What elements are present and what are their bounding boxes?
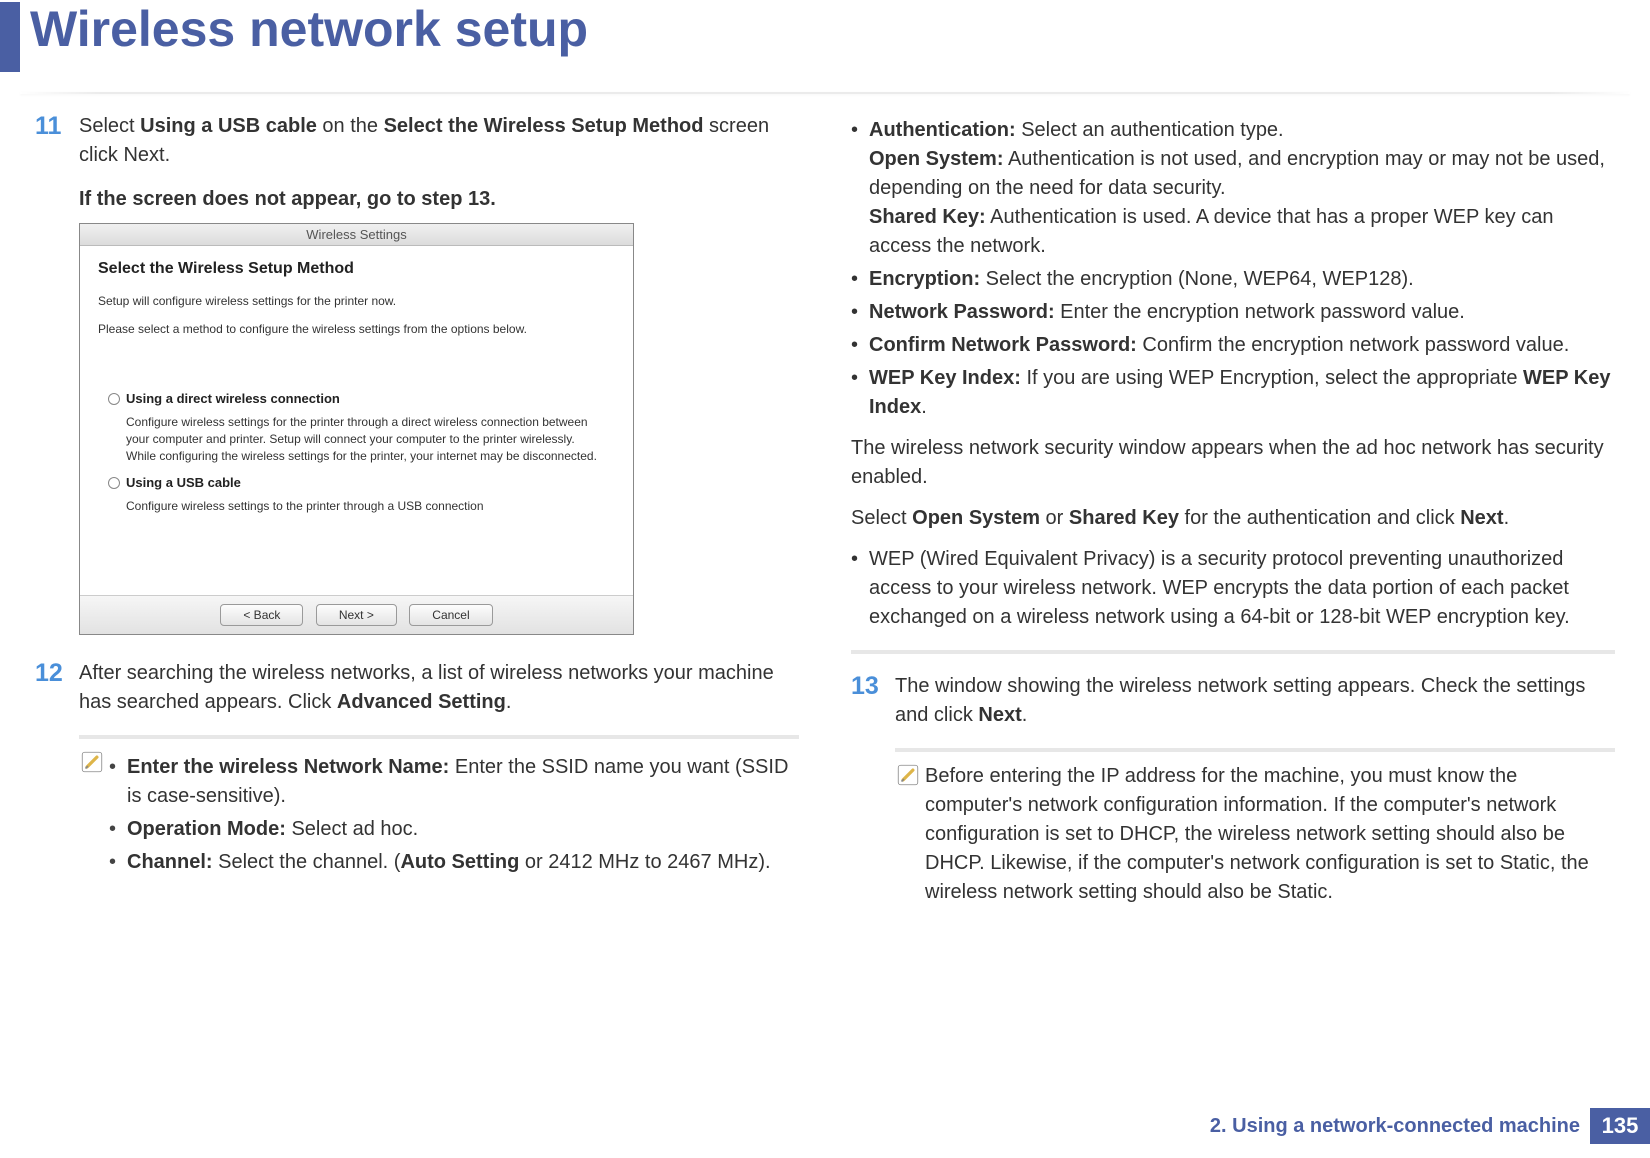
radio-option-direct-desc: Configure wireless settings for the prin…	[126, 414, 606, 464]
bullet-wep-index: WEP Key Index: If you are using WEP Encr…	[851, 364, 1615, 422]
next-button: Next >	[316, 604, 397, 626]
dialog-button-row: < Back Next > Cancel	[80, 595, 633, 634]
bullet-encryption: Encryption: Select the encryption (None,…	[851, 265, 1615, 294]
radio-icon	[108, 477, 120, 489]
step-text: After searching the wireless networks, a…	[79, 659, 799, 717]
bullet-wep-desc: WEP (Wired Equivalent Privacy) is a secu…	[851, 545, 1615, 632]
bullet-confirm-password: Confirm Network Password: Confirm the en…	[851, 331, 1615, 360]
note-divider-bottom	[851, 650, 1615, 654]
note-icon	[895, 762, 925, 907]
wireless-settings-dialog: Wireless Settings Select the Wireless Se…	[79, 223, 634, 635]
advanced-note: Enter the wireless Network Name: Enter t…	[79, 749, 799, 881]
dialog-line1: Setup will configure wireless settings f…	[98, 294, 615, 308]
ip-note-text: Before entering the IP address for the m…	[925, 762, 1615, 907]
radio-icon	[108, 393, 120, 405]
bullet-channel: Channel: Select the channel. (Auto Setti…	[109, 848, 799, 877]
page-header: Wireless network setup	[0, 0, 1650, 72]
radio-option-usb-desc: Configure wireless settings to the print…	[126, 498, 606, 515]
step-number: 13	[851, 672, 895, 730]
bullet-auth: Authentication: Select an authentication…	[851, 116, 1615, 261]
step-text: The window showing the wireless network …	[895, 672, 1615, 730]
header-divider	[20, 92, 1630, 94]
step-text: Select Using a USB cable on the Select t…	[79, 112, 799, 170]
radio-option-usb: Using a USB cable	[108, 474, 615, 492]
ip-note: Before entering the IP address for the m…	[895, 762, 1615, 907]
step-number: 11	[35, 112, 79, 170]
step-13: 13 The window showing the wireless netwo…	[851, 672, 1615, 730]
back-button: < Back	[220, 604, 303, 626]
step-11: 11 Select Using a USB cable on the Selec…	[35, 112, 799, 170]
dialog-heading: Select the Wireless Setup Method	[98, 260, 615, 278]
step-11-subnote: If the screen does not appear, go to ste…	[79, 188, 799, 211]
radio-option-direct: Using a direct wireless connection	[108, 390, 615, 408]
page-title: Wireless network setup	[30, 0, 588, 58]
step-number: 12	[35, 659, 79, 717]
step-12: 12 After searching the wireless networks…	[35, 659, 799, 717]
select-auth-text: Select Open System or Shared Key for the…	[851, 504, 1615, 533]
dialog-line2: Please select a method to configure the …	[98, 322, 615, 336]
page-number: 135	[1590, 1108, 1650, 1144]
note-divider-top	[79, 735, 799, 739]
right-column: Authentication: Select an authentication…	[825, 112, 1650, 919]
bullet-opmode: Operation Mode: Select ad hoc.	[109, 815, 799, 844]
chapter-label: 2. Using a network-connected machine	[1210, 1115, 1580, 1138]
bullet-network-password: Network Password: Enter the encryption n…	[851, 298, 1615, 327]
left-column: 11 Select Using a USB cable on the Selec…	[0, 112, 825, 919]
header-accent	[0, 2, 20, 72]
note-icon	[79, 749, 109, 881]
security-window-text: The wireless network security window app…	[851, 434, 1615, 492]
dialog-titlebar: Wireless Settings	[80, 224, 633, 246]
cancel-button: Cancel	[409, 604, 492, 626]
bullet-ssid: Enter the wireless Network Name: Enter t…	[109, 753, 799, 811]
ip-note-divider-top	[895, 748, 1615, 752]
page-footer: 2. Using a network-connected machine 135	[1210, 1108, 1650, 1144]
